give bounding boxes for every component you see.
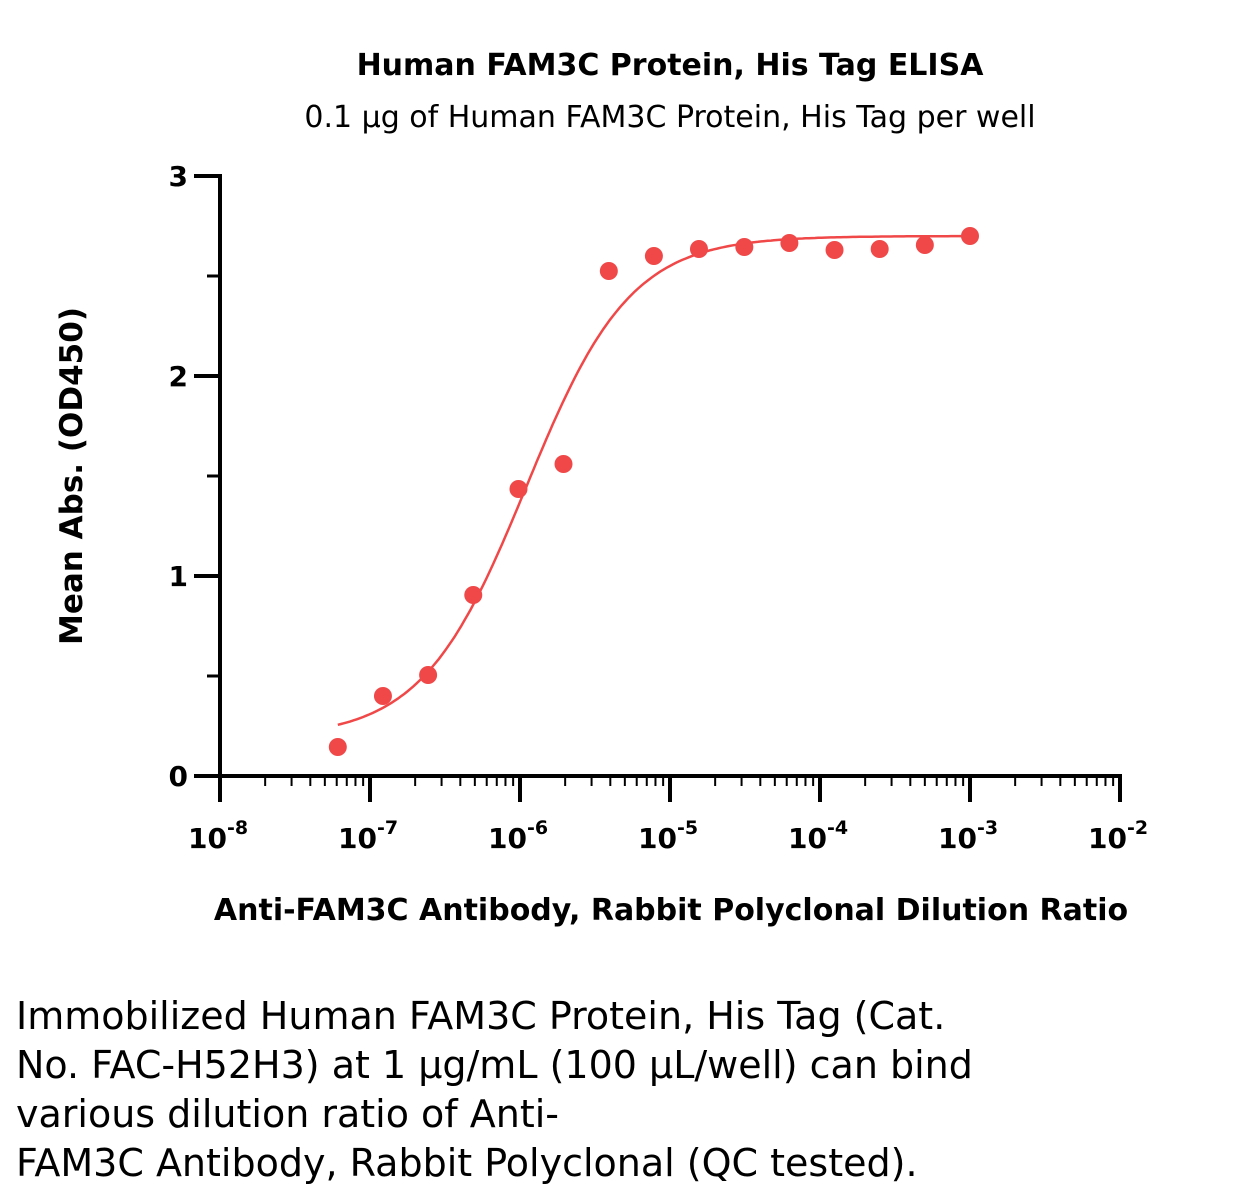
caption-line: No. FAC-H52H3) at 1 μg/mL (100 μL/well) … <box>16 1043 973 1087</box>
data-point <box>644 247 663 265</box>
fit-curve <box>337 234 970 727</box>
data-point <box>328 738 347 756</box>
y-tick-label: 2 <box>169 360 188 393</box>
caption-line: various dilution ratio of Anti- <box>16 1092 560 1136</box>
caption-line: FAM3C Antibody, Rabbit Polyclonal (QC te… <box>16 1141 918 1185</box>
data-point <box>870 240 889 258</box>
data-point <box>735 238 754 256</box>
y-tick-label: 0 <box>169 760 188 793</box>
data-point <box>780 234 799 252</box>
data-point <box>373 687 392 705</box>
data-point <box>915 236 934 254</box>
chart-subtitle: 0.1 μg of Human FAM3C Protein, His Tag p… <box>304 100 1036 135</box>
x-tick-label: 10-5 <box>638 817 698 855</box>
x-tick-label: 10-2 <box>1088 817 1148 855</box>
y-tick-label: 3 <box>169 160 188 193</box>
data-point <box>599 262 618 280</box>
chart-title: Human FAM3C Protein, His Tag ELISA <box>356 48 984 83</box>
x-tick-label: 10-6 <box>488 817 548 855</box>
data-point <box>961 227 979 245</box>
x-axis-label: Anti-FAM3C Antibody, Rabbit Polyclonal D… <box>213 893 1129 928</box>
x-tick-label: 10-4 <box>788 817 848 855</box>
figure-caption: Immobilized Human FAM3C Protein, His Tag… <box>16 992 1036 1188</box>
y-tick-label: 1 <box>169 560 188 593</box>
data-point <box>689 240 708 258</box>
data-point <box>464 586 483 604</box>
y-axis-label: Mean Abs. (OD450) <box>54 307 90 645</box>
data-point <box>554 455 573 473</box>
data-point <box>509 480 528 498</box>
caption-line: Immobilized Human FAM3C Protein, His Tag… <box>16 994 946 1038</box>
x-tick-label: 10-7 <box>338 817 398 855</box>
data-point <box>825 241 844 259</box>
data-point <box>419 666 438 684</box>
x-tick-label: 10-3 <box>938 817 998 855</box>
x-tick-label: 10-8 <box>188 817 248 855</box>
